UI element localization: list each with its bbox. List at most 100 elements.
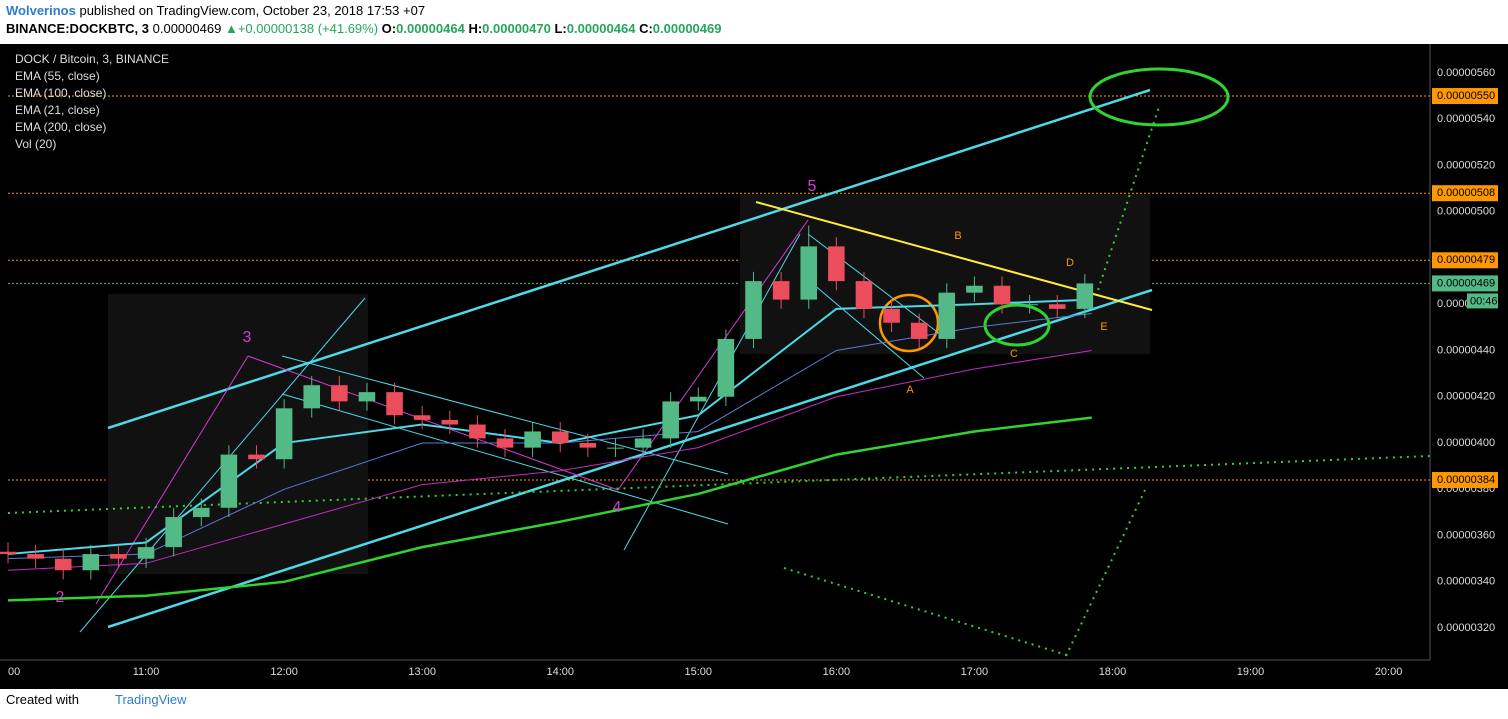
candle-body <box>910 322 928 339</box>
candle-body <box>883 308 900 323</box>
candle-body <box>358 392 376 402</box>
brand[interactable]: TradingView <box>114 692 187 707</box>
trend-line <box>805 277 925 379</box>
chart-title: DOCK / Bitcoin, 3, BINANCE <box>15 52 169 66</box>
candle-body <box>966 285 983 293</box>
projection <box>1065 489 1146 657</box>
candle-body <box>303 385 321 409</box>
candle-body <box>828 246 845 282</box>
y-tick-label: 0.00000420 <box>1437 391 1495 403</box>
created: Created with <box>6 692 79 707</box>
candle-body <box>469 424 486 439</box>
o-key: O: <box>381 21 397 36</box>
candle-body <box>248 454 265 460</box>
candle-body <box>800 246 818 300</box>
x-tick-label: 17:00 <box>961 666 989 678</box>
candle-body <box>27 554 44 559</box>
point-label: A <box>906 384 914 396</box>
candle-body <box>634 438 652 448</box>
candle-body <box>551 431 569 444</box>
candle-body <box>386 392 403 416</box>
flag-line <box>281 355 729 475</box>
candle-body <box>1048 304 1066 309</box>
price-label: 0.00000384 <box>1437 474 1495 486</box>
header: Wolverinos published on TradingView.com,… <box>6 2 721 38</box>
price-label: 0.00000550 <box>1437 90 1495 102</box>
candle-body <box>524 431 541 448</box>
author[interactable]: Wolverinos <box>6 3 76 18</box>
candle-body <box>1021 304 1038 306</box>
candle-body <box>993 285 1011 305</box>
y-tick-label: 0.00000440 <box>1437 344 1495 356</box>
range-shade <box>108 294 368 574</box>
wave-label: 3 <box>243 329 252 346</box>
price-label-box <box>1432 472 1498 489</box>
x-tick-label: 18:00 <box>1099 666 1127 678</box>
channel-top <box>107 88 1151 430</box>
quote-line: BINANCE:DOCKBTC, 3 0.00000469 ▲+0.000001… <box>6 20 721 38</box>
legend-entry: EMA (21, close) <box>15 103 100 117</box>
open: 0.00000464 <box>396 21 465 36</box>
arrow: ▲ <box>224 21 238 36</box>
countdown-box <box>1467 293 1498 309</box>
candle-body <box>137 547 155 559</box>
candle-body <box>662 401 679 439</box>
point-label: C <box>1010 348 1018 360</box>
x-tick-label: 13:00 <box>408 666 436 678</box>
x-tick-label: 19:00 <box>1237 666 1265 678</box>
change: +0.00000138 (+41.69%) <box>237 21 379 36</box>
annotations: 2 3 4 5 A B C D E <box>56 178 1108 606</box>
candle-body <box>938 292 956 339</box>
wave-label: 4 <box>613 499 622 516</box>
x-tick-label: 12:00 <box>270 666 298 678</box>
channel-bottom <box>107 288 1153 629</box>
ema-line <box>7 416 1092 602</box>
candle-body <box>579 443 597 448</box>
point-label: D <box>1066 257 1074 269</box>
x-tick-label: 11:00 <box>133 666 160 678</box>
y-tick-label: 0.00000540 <box>1437 113 1495 125</box>
candle-body <box>745 281 762 339</box>
candle-body <box>441 419 459 425</box>
ema-lines <box>7 298 1092 602</box>
candle-body <box>690 396 707 402</box>
footer: Created with TradingView <box>6 692 187 707</box>
price-label: 0.00000479 <box>1437 254 1495 266</box>
h-key: H: <box>468 21 483 36</box>
symbol: BINANCE:DOCKBTC, 3 <box>6 21 149 36</box>
ema-line <box>7 350 1092 571</box>
volume-trend <box>783 567 1071 657</box>
point-label: E <box>1100 321 1107 333</box>
point-label: B <box>954 230 961 242</box>
price-label: 0.00000508 <box>1437 187 1495 199</box>
price-label: 0.00000469 <box>1437 277 1495 289</box>
wave-label: 2 <box>56 589 65 606</box>
candle-body <box>275 408 293 460</box>
legend-entry: EMA (55, close) <box>15 69 100 83</box>
candle-body <box>496 438 514 448</box>
price-label-box <box>1432 88 1498 105</box>
y-tick-label: 0.00000360 <box>1437 529 1495 541</box>
volume-label: Vol (20) <box>15 137 56 151</box>
candle-body <box>220 454 238 508</box>
target-circle <box>1088 67 1230 127</box>
highlight-circle <box>878 293 940 353</box>
low: 0.00000464 <box>566 21 636 36</box>
highlight-circle <box>983 303 1051 347</box>
published: published on TradingView.com, October 23… <box>79 3 426 18</box>
candle-body <box>413 415 431 420</box>
candle-body <box>0 551 17 555</box>
candle-body <box>772 281 790 300</box>
last: 0.00000469 <box>152 21 222 36</box>
legend-entry: EMA (200, close) <box>15 120 106 134</box>
candle-body <box>54 558 72 571</box>
price-label-box <box>1432 185 1498 202</box>
candle-body <box>607 447 624 449</box>
close: 0.00000469 <box>652 21 722 36</box>
price-label-box <box>1432 275 1498 292</box>
countdown: 00:46 <box>1470 295 1498 307</box>
y-tick-label: 0.00000560 <box>1437 67 1495 79</box>
x-tick-label: 14:00 <box>546 666 574 678</box>
x-tick-label: 00 <box>8 666 20 678</box>
